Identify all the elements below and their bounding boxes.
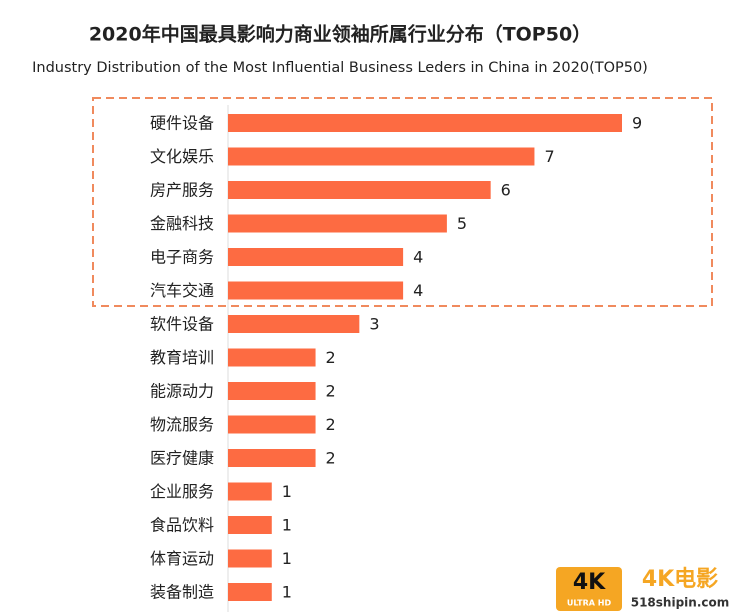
bar <box>228 181 491 199</box>
value-label: 4 <box>413 248 423 267</box>
bar <box>228 348 316 367</box>
bar <box>228 248 404 266</box>
category-label: 物流服务 <box>150 415 214 434</box>
value-label: 1 <box>282 516 292 535</box>
category-label: 企业服务 <box>150 482 214 501</box>
category-label: 体育运动 <box>150 549 214 568</box>
category-label: 电子商务 <box>150 248 214 267</box>
value-label: 2 <box>326 415 336 434</box>
value-label: 1 <box>282 549 292 568</box>
watermark-badge-sub: ULTRA HD <box>567 599 612 608</box>
bar <box>228 281 404 300</box>
watermark-site: 518shipin.com <box>631 596 730 610</box>
category-label: 文化娱乐 <box>150 147 214 166</box>
value-label: 6 <box>501 181 511 200</box>
category-label: 装备制造 <box>150 583 214 602</box>
bar <box>228 482 272 501</box>
bar <box>228 415 316 434</box>
bar <box>228 147 535 166</box>
highlight-box <box>92 97 713 307</box>
watermark-name: 4K电影 <box>642 567 718 592</box>
bar <box>228 449 316 467</box>
category-label: 能源动力 <box>150 382 214 401</box>
category-label: 硬件设备 <box>150 114 214 133</box>
bar <box>228 315 360 333</box>
category-label: 医疗健康 <box>150 449 214 468</box>
value-label: 9 <box>632 114 642 133</box>
value-label: 2 <box>326 449 336 468</box>
value-label: 7 <box>544 147 554 166</box>
category-label: 汽车交通 <box>150 281 214 300</box>
category-label: 金融科技 <box>150 214 214 233</box>
watermark-badge-text: 4K <box>573 570 606 595</box>
bar <box>228 382 316 400</box>
watermark-badge <box>556 567 622 611</box>
value-label: 4 <box>413 281 423 300</box>
value-label: 5 <box>457 214 467 233</box>
chart-title: 2020年中国最具影响力商业领袖所属行业分布（TOP50） <box>89 23 591 46</box>
value-label: 1 <box>282 482 292 501</box>
bar <box>228 516 272 534</box>
value-label: 3 <box>369 315 379 334</box>
category-label: 食品饮料 <box>150 516 214 535</box>
category-label: 教育培训 <box>150 348 214 367</box>
category-label: 软件设备 <box>150 315 214 334</box>
bar <box>228 214 447 233</box>
bar <box>228 114 622 132</box>
category-label: 房产服务 <box>150 181 214 200</box>
value-label: 2 <box>326 382 336 401</box>
value-label: 1 <box>282 583 292 602</box>
watermark: 4K ULTRA HD 4K电影 518shipin.com <box>556 567 729 611</box>
chart-subtitle: Industry Distribution of the Most Influe… <box>32 60 648 76</box>
bar <box>228 583 272 601</box>
bar <box>228 549 272 568</box>
value-label: 2 <box>326 348 336 367</box>
